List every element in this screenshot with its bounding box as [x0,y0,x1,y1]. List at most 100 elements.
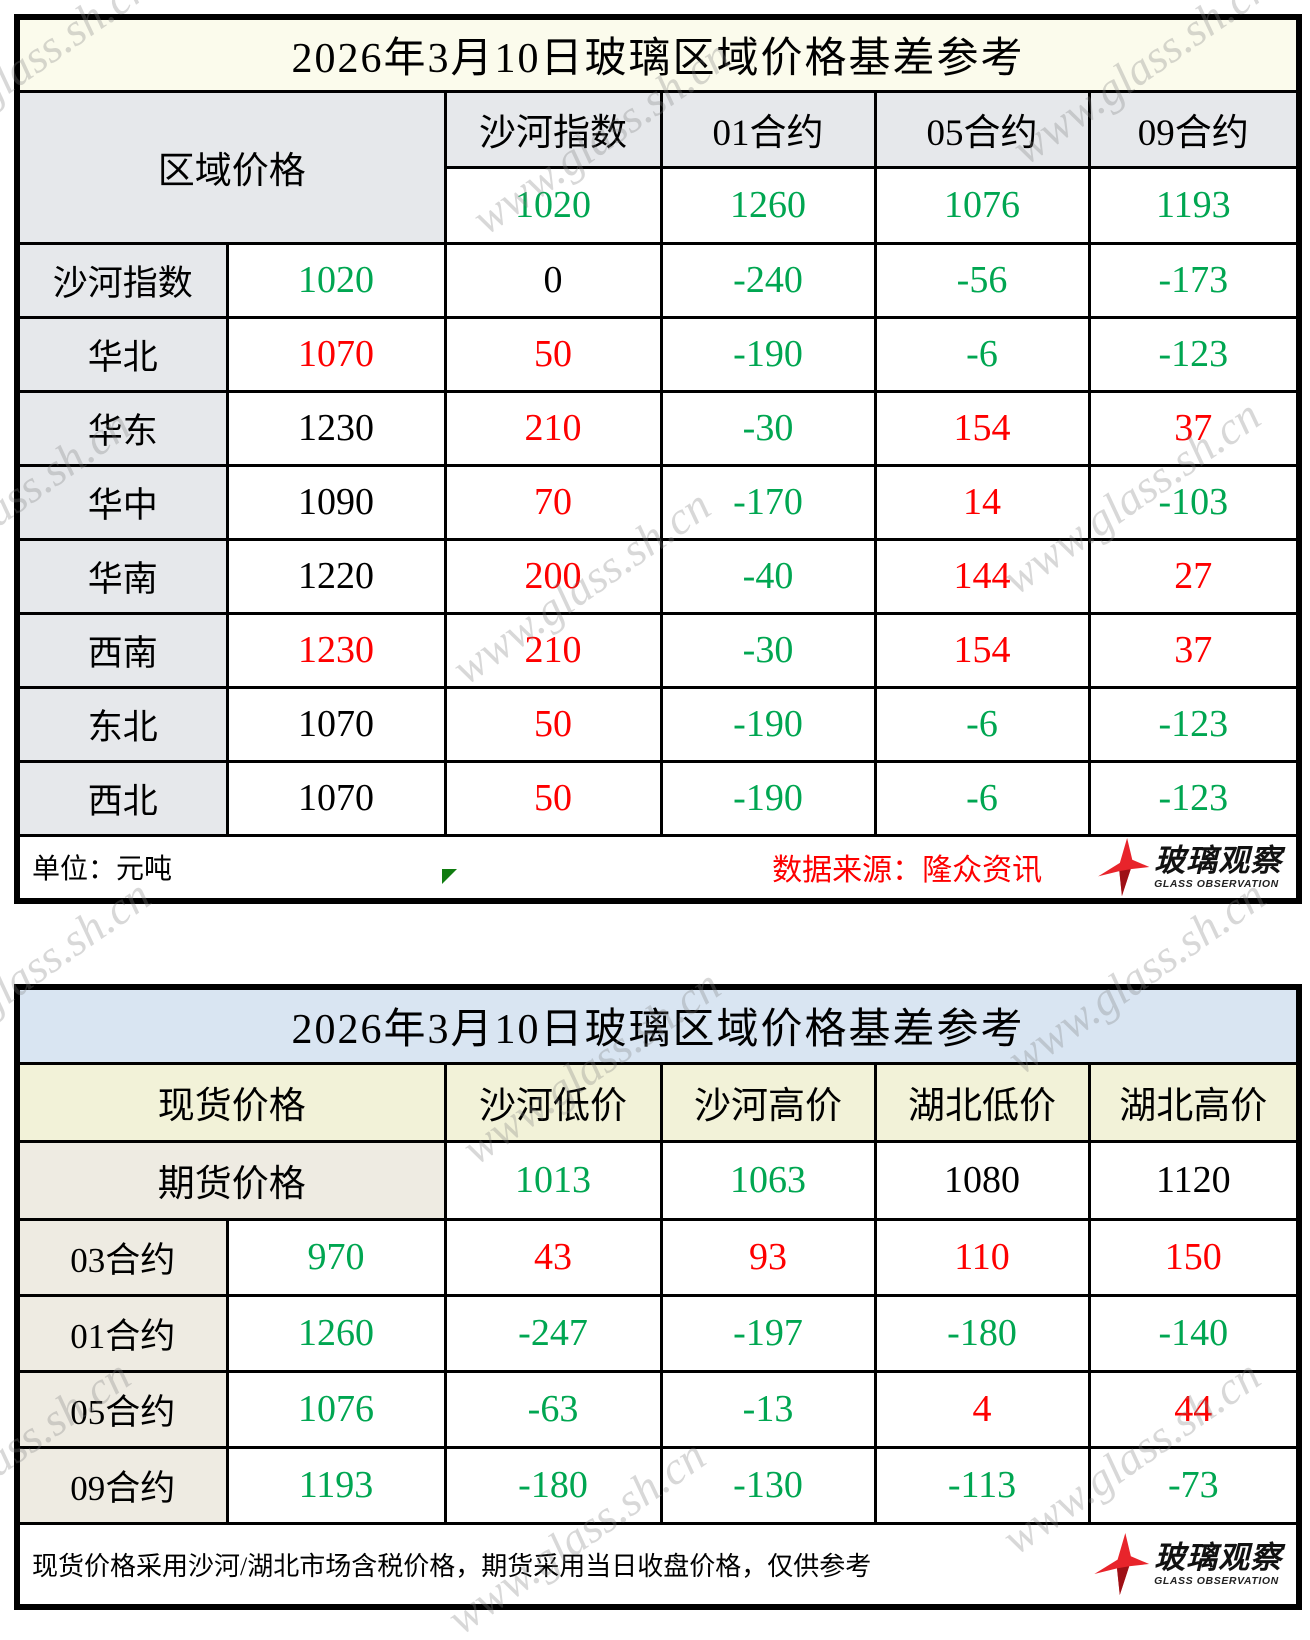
logo-name: 玻璃观察 [1154,843,1283,878]
region-price: 1220 [225,537,447,615]
region-price: 1230 [225,389,447,467]
basis-cell: 27 [1087,537,1301,615]
column-header: 湖北高价 [1087,1061,1301,1143]
contract-label: 03合约 [15,1217,229,1297]
region-price: 1070 [225,315,447,393]
basis-cell: -247 [443,1293,663,1373]
basis-cell: 210 [443,611,663,689]
spot-price-cell: 1120 [1087,1139,1301,1221]
table1-title: 2026年3月10日玻璃区域价格基差参考 [15,15,1301,93]
disclaimer-note: 现货价格采用沙河/湖北市场含税价格，期货采用当日收盘价格，仅供参考 [32,1551,872,1581]
spot-price-cell: 1013 [443,1139,663,1221]
contract-price-cell: 1193 [1087,165,1301,245]
region-label: 西北 [15,759,229,837]
spot-price-cell: 1080 [873,1139,1091,1221]
basis-cell: 154 [873,611,1091,689]
basis-cell: 154 [873,389,1091,467]
region-price: 1070 [225,759,447,837]
column-header: 05合约 [873,89,1091,169]
regional-basis-table: 2026年3月10日玻璃区域价格基差参考 区域价格 沙河指数 01合约 05合约… [14,14,1303,904]
contract-label: 01合约 [15,1293,229,1373]
basis-cell: -40 [659,537,877,615]
region-price: 1230 [225,611,447,689]
basis-cell: 150 [1087,1217,1301,1297]
table-row: 西北 1070 50 -190 -6 -123 [15,759,1301,837]
table-row: 华南 1220 200 -40 144 27 [15,537,1301,615]
data-source-label: 数据来源：隆众资讯 [772,854,1043,888]
basis-cell: -140 [1087,1293,1301,1373]
basis-cell: 50 [443,759,663,837]
region-label: 东北 [15,685,229,763]
basis-cell: -6 [873,685,1091,763]
basis-cell: -240 [659,241,877,319]
contract-price: 1260 [225,1293,447,1373]
basis-cell: -173 [1087,241,1301,319]
basis-cell: 37 [1087,389,1301,467]
contract-price-cell: 1076 [873,165,1091,245]
logo-star-icon [1098,838,1150,897]
basis-cell: -30 [659,611,877,689]
unit-label: 单位：元吨 [32,854,173,886]
table-row: 华北 1070 50 -190 -6 -123 [15,315,1301,393]
contract-price: 970 [225,1217,447,1297]
glass-observation-logo: 玻璃观察 GLASS OBSERVATION [1094,1533,1283,1596]
table-row: 东北 1070 50 -190 -6 -123 [15,685,1301,763]
column-header: 09合约 [1087,89,1301,169]
basis-cell: -30 [659,389,877,467]
contract-label: 09合约 [15,1445,229,1525]
region-price: 1090 [225,463,447,541]
table-row: 01合约 1260 -247 -197 -180 -140 [15,1293,1301,1373]
column-header: 沙河低价 [443,1061,663,1143]
basis-cell: 50 [443,315,663,393]
basis-cell: -180 [443,1445,663,1525]
table-row: 09合约 1193 -180 -130 -113 -73 [15,1445,1301,1525]
contract-price-cell: 1260 [659,165,877,245]
spot-price-cell: 1063 [659,1139,877,1221]
basis-cell: -130 [659,1445,877,1525]
logo-subtitle: GLASS OBSERVATION [1154,1575,1279,1587]
basis-cell: 43 [443,1217,663,1297]
basis-cell: 0 [443,241,663,319]
region-label: 华北 [15,315,229,393]
table-row: 华东 1230 210 -30 154 37 [15,389,1301,467]
glass-observation-logo: 玻璃观察 GLASS OBSERVATION [1098,838,1283,897]
contract-price: 1193 [225,1445,447,1525]
basis-cell: -113 [873,1445,1091,1525]
basis-cell: -123 [1087,759,1301,837]
basis-cell: 50 [443,685,663,763]
table1-footer: 单位：元吨 数据来源：隆众资讯 玻璃观察 GLASS OBSERVATION [15,833,1301,903]
basis-cell: -73 [1087,1445,1301,1525]
region-label: 西南 [15,611,229,689]
region-price: 1070 [225,685,447,763]
basis-cell: -13 [659,1369,877,1449]
basis-cell: 210 [443,389,663,467]
logo-name: 玻璃观察 [1154,1540,1283,1575]
basis-cell: 70 [443,463,663,541]
logo-star-icon [1094,1533,1150,1596]
basis-cell: -190 [659,315,877,393]
basis-cell: -103 [1087,463,1301,541]
table2-corner-header: 现货价格 [15,1061,447,1143]
region-label: 沙河指数 [15,241,229,319]
table-row: 沙河指数 1020 0 -240 -56 -173 [15,241,1301,319]
basis-cell: -190 [659,685,877,763]
table2-footer: 现货价格采用沙河/湖北市场含税价格，期货采用当日收盘价格，仅供参考 玻璃观察 G… [15,1521,1301,1609]
column-header: 沙河指数 [443,89,663,169]
contract-label: 05合约 [15,1369,229,1449]
basis-cell: -197 [659,1293,877,1373]
basis-cell: 200 [443,537,663,615]
region-label: 华东 [15,389,229,467]
table-row: 05合约 1076 -63 -13 4 44 [15,1369,1301,1449]
basis-cell: -56 [873,241,1091,319]
futures-row-label: 期货价格 [15,1139,447,1221]
table-row: 西南 1230 210 -30 154 37 [15,611,1301,689]
basis-cell: -6 [873,315,1091,393]
spot-futures-basis-table: 2026年3月10日玻璃区域价格基差参考 现货价格 沙河低价 沙河高价 湖北低价… [14,984,1303,1610]
table-row: 华中 1090 70 -170 14 -103 [15,463,1301,541]
basis-cell: -180 [873,1293,1091,1373]
column-header: 湖北低价 [873,1061,1091,1143]
basis-cell: 37 [1087,611,1301,689]
column-header: 沙河高价 [659,1061,877,1143]
region-label: 华中 [15,463,229,541]
cell-flag-marker [442,869,457,884]
